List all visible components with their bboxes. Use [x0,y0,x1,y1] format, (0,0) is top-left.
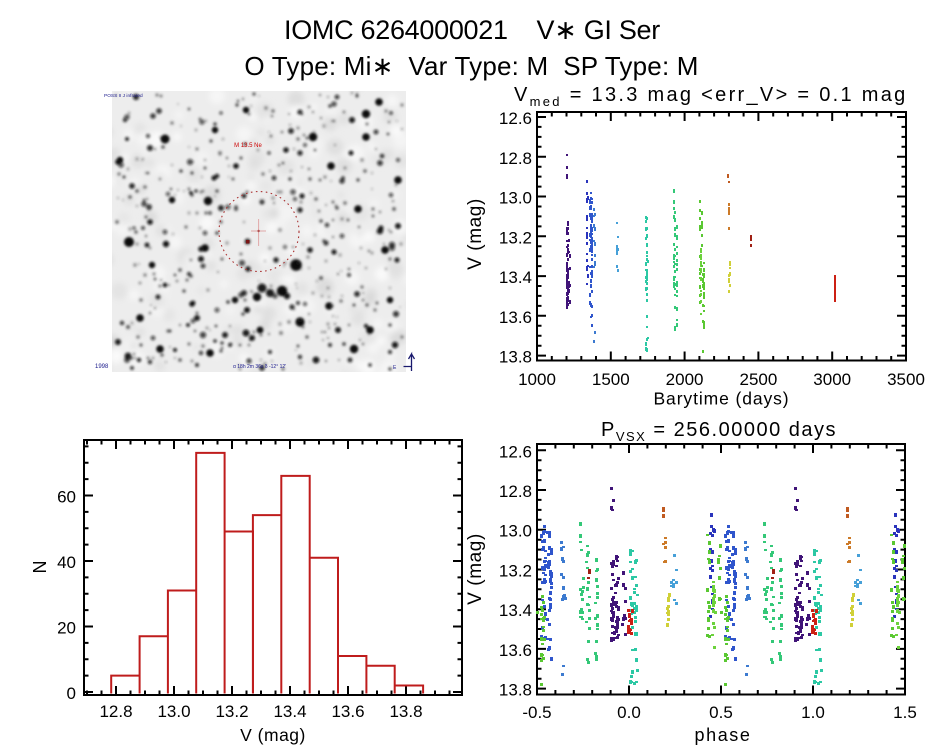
svg-text:2500: 2500 [739,370,777,389]
svg-text:1.5: 1.5 [893,703,917,722]
svg-text:13.8: 13.8 [499,348,532,367]
svg-text:1500: 1500 [592,370,630,389]
svg-text:0: 0 [67,684,76,703]
svg-text:IOMC 6264000021 V∗ GI Ser: IOMC 6264000021 V∗ GI Ser [284,15,660,45]
svg-text:12.6: 12.6 [499,442,532,461]
svg-text:13.8: 13.8 [499,681,532,700]
svg-text:13.0: 13.0 [157,702,190,721]
svg-text:40: 40 [57,553,76,572]
svg-text:13.6: 13.6 [331,702,364,721]
svg-text:0.0: 0.0 [617,703,641,722]
svg-text:V (mag): V (mag) [240,725,306,745]
svg-text:12.8: 12.8 [499,482,532,501]
svg-text:13.6: 13.6 [499,641,532,660]
svg-text:13.8: 13.8 [389,702,422,721]
svg-text:13.4: 13.4 [499,268,532,287]
svg-text:O Type: Mi∗ Var Type: M SP T: O Type: Mi∗ Var Type: M SP Type: M [244,51,698,81]
svg-text:12.6: 12.6 [499,109,532,128]
svg-text:2000: 2000 [666,370,704,389]
svg-text:20: 20 [57,619,76,638]
svg-text:12.8: 12.8 [499,149,532,168]
svg-text:60: 60 [57,488,76,507]
svg-text:13.0: 13.0 [499,189,532,208]
svg-text:0.5: 0.5 [709,703,733,722]
svg-text:3500: 3500 [887,370,925,389]
svg-text:1000: 1000 [518,370,556,389]
svg-text:M 13.5 Ne: M 13.5 Ne [234,143,262,149]
svg-text:13.2: 13.2 [499,562,532,581]
svg-text:3000: 3000 [813,370,851,389]
svg-text:13.0: 13.0 [499,522,532,541]
svg-text:13.4: 13.4 [499,601,532,620]
svg-text:1.0: 1.0 [801,703,825,722]
svg-text:-0.5: -0.5 [522,703,551,722]
svg-text:α 18h 2m 36s δ -12° 12': α 18h 2m 36s δ -12° 12' [233,364,286,370]
svg-text:V (mag): V (mag) [465,198,486,270]
svg-text:N: N [30,561,50,574]
svg-text:POSS II J infrared: POSS II J infrared [104,93,143,99]
svg-text:13.4: 13.4 [273,702,306,721]
svg-text:Barytime (days): Barytime (days) [653,389,789,409]
svg-text:Vmed = 13.3 mag <err_V> = 0.1: Vmed = 13.3 mag <err_V> = 0.1 mag [514,84,908,109]
svg-text:13.2: 13.2 [499,228,532,247]
svg-text:13.2: 13.2 [215,702,248,721]
svg-text:V (mag): V (mag) [465,533,486,605]
svg-text:12.8: 12.8 [99,702,132,721]
svg-text:1998: 1998 [95,364,109,370]
svg-text:13.6: 13.6 [499,308,532,327]
svg-text:phase: phase [694,725,751,745]
svg-text:E: E [393,365,397,371]
